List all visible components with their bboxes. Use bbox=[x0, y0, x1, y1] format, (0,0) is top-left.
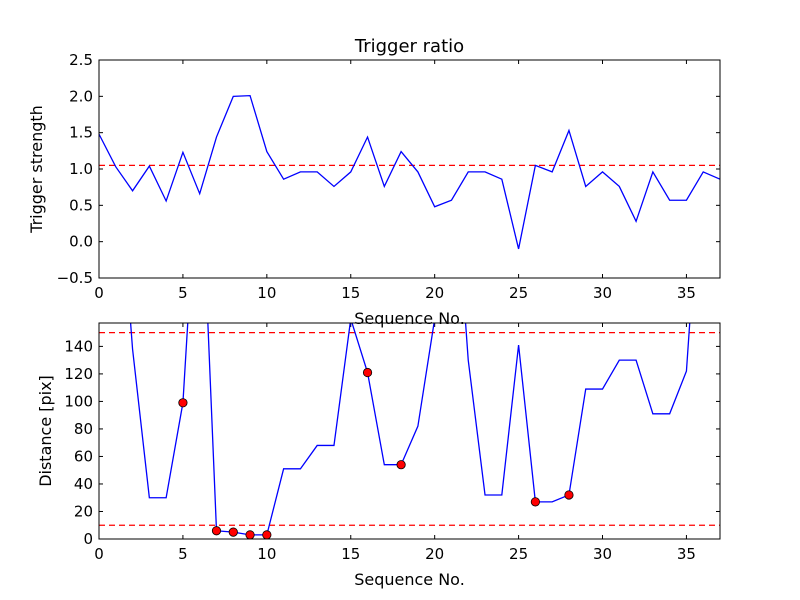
top-y-tick-label: 0.0 bbox=[69, 233, 93, 251]
top-x-tick-label: 0 bbox=[94, 284, 104, 302]
bot-marker-point bbox=[211, 526, 222, 536]
bot-y-tick-label: 60 bbox=[74, 447, 93, 465]
bot-marker-point bbox=[228, 527, 238, 537]
bot-marker-point bbox=[262, 530, 272, 539]
bot-x-tick-label: 5 bbox=[178, 545, 188, 563]
bot-marker-point bbox=[178, 398, 188, 408]
bot-x-tick-label: 10 bbox=[257, 545, 276, 563]
top-y-label: Trigger strength bbox=[27, 105, 46, 234]
bottom-axes-frame bbox=[98, 322, 721, 540]
bot-y-tick-label: 100 bbox=[64, 392, 93, 410]
top-y-tick-label: 1.5 bbox=[69, 124, 93, 142]
top-y-ticks: −0.5 0.0 0.5 1.0 1.5 2.0 2.5 bbox=[57, 51, 720, 287]
top-x-tick-label: 30 bbox=[593, 284, 612, 302]
top-y-tick-label: 1.0 bbox=[69, 160, 93, 178]
bot-marker-point bbox=[245, 530, 255, 539]
bot-x-tick-label: 20 bbox=[425, 545, 444, 563]
bot-x-tick-label: 35 bbox=[677, 545, 696, 563]
bottom-x-ticks: 0 5 10 15 20 25 30 35 bbox=[94, 323, 696, 563]
top-series-line bbox=[99, 94, 720, 250]
bot-y-tick-label: 20 bbox=[74, 502, 93, 520]
top-x-tick-label: 25 bbox=[509, 284, 528, 302]
bot-marker-point bbox=[362, 367, 373, 378]
bot-y-tick-label: 0 bbox=[83, 530, 93, 548]
top-y-tick-label: −0.5 bbox=[57, 269, 93, 287]
bot-x-tick-label: 0 bbox=[94, 545, 104, 563]
top-x-tick-label: 5 bbox=[178, 284, 188, 302]
top-y-tick-label: 0.5 bbox=[69, 196, 93, 214]
bottom-panel: 0 5 10 15 20 25 30 35 0 20 40 60 80 100 120 140 Sequen… bbox=[36, 322, 721, 589]
bot-y-tick-label: 120 bbox=[64, 365, 93, 383]
bot-y-tick-label: 80 bbox=[74, 420, 93, 438]
top-x-tick-label: 20 bbox=[425, 284, 444, 302]
top-y-tick-label: 2.0 bbox=[69, 87, 93, 105]
bottom-threshold-lines bbox=[99, 332, 720, 526]
bottom-y-label: Distance [pix] bbox=[36, 375, 55, 487]
top-title: Trigger ratio bbox=[354, 36, 464, 57]
bot-x-tick-label: 30 bbox=[593, 545, 612, 563]
bot-y-tick-label: 140 bbox=[64, 337, 93, 355]
bot-marker-point bbox=[396, 460, 406, 470]
bottom-markers bbox=[178, 367, 574, 539]
top-y-tick-label: 2.5 bbox=[69, 51, 93, 69]
top-x-ticks: 0 5 10 15 20 25 30 35 bbox=[94, 60, 696, 302]
bot-x-tick-label: 15 bbox=[341, 545, 360, 563]
bot-x-tick-label: 25 bbox=[509, 545, 528, 563]
top-x-label: Sequence No. bbox=[354, 309, 465, 328]
bot-marker-point bbox=[530, 497, 540, 507]
top-x-tick-label: 10 bbox=[257, 284, 276, 302]
bot-y-tick-label: 40 bbox=[74, 475, 93, 493]
top-axes-frame bbox=[98, 59, 721, 279]
bot-marker-point bbox=[564, 490, 574, 500]
bottom-x-label: Sequence No. bbox=[354, 570, 465, 589]
top-panel: Trigger ratio 0 5 10 15 20 25 30 35 −0.5 0.0 0.5 1… bbox=[27, 36, 721, 328]
top-x-tick-label: 35 bbox=[677, 284, 696, 302]
top-x-tick-label: 15 bbox=[341, 284, 360, 302]
bottom-y-ticks: 0 20 40 60 80 100 120 140 bbox=[64, 337, 720, 548]
